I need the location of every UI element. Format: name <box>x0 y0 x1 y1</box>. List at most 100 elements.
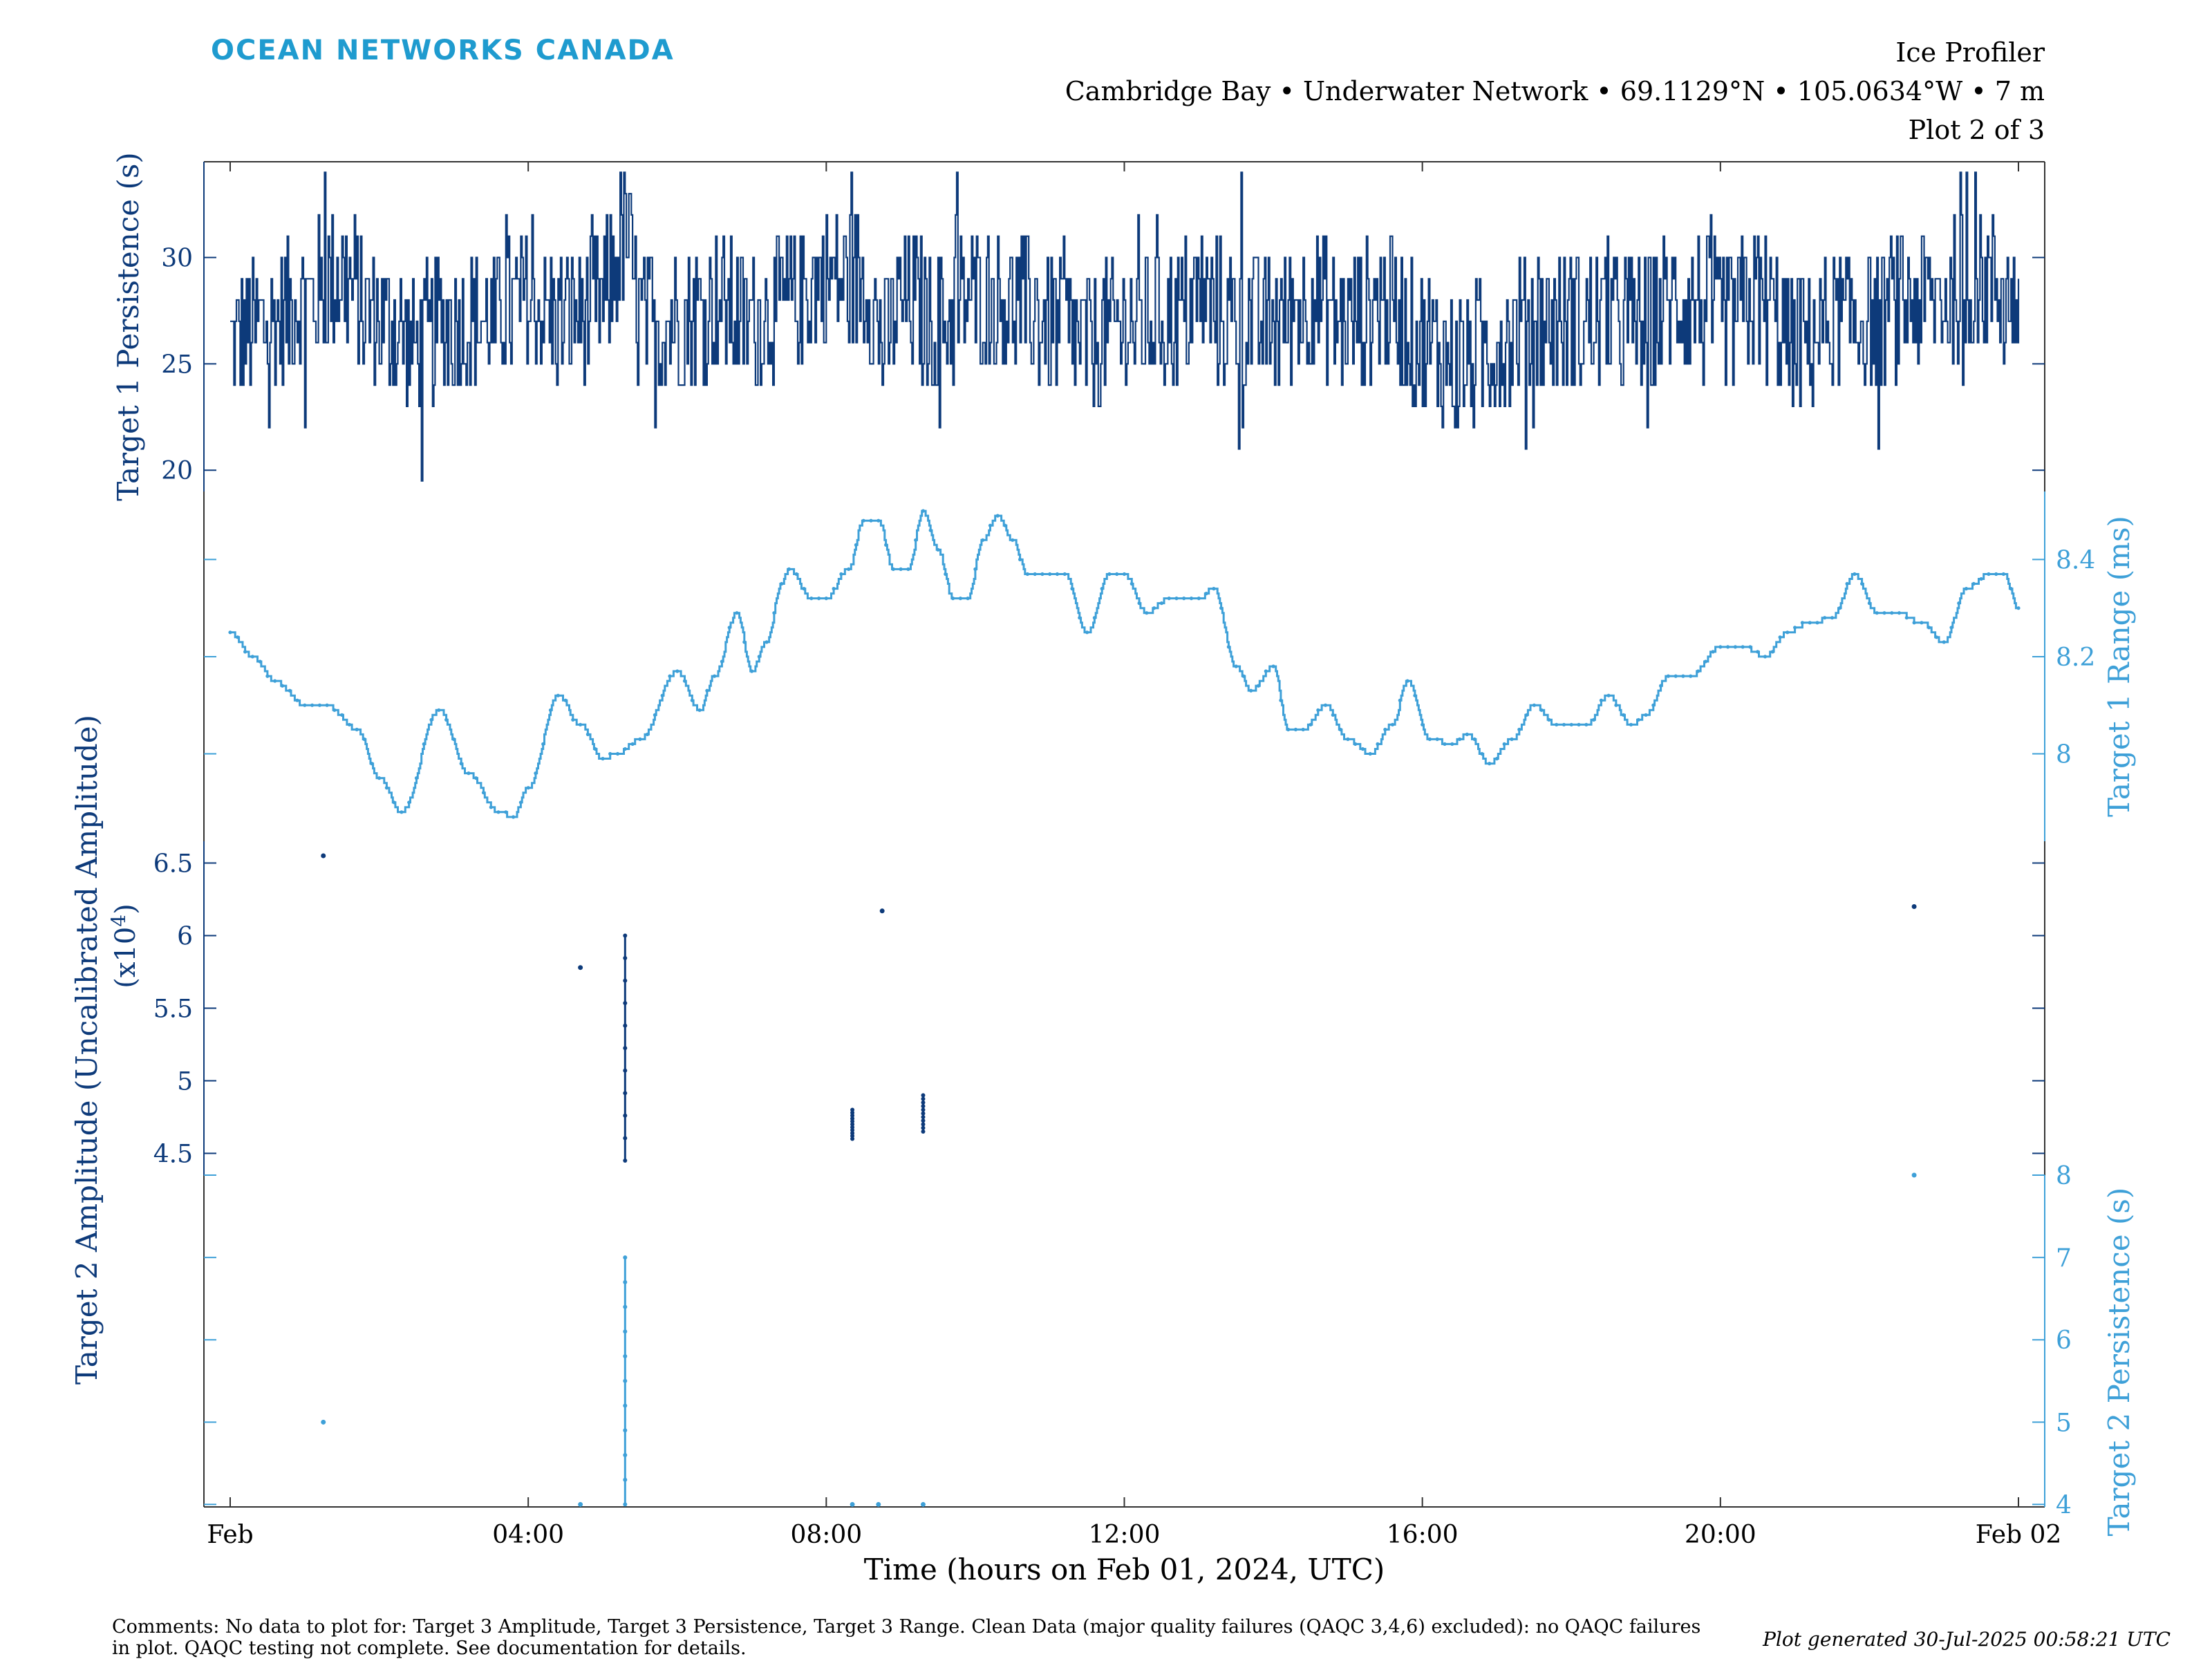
range-point-606 <box>981 538 985 542</box>
p4-ytick-label-1: 5 <box>2056 1409 2072 1437</box>
range-point-1392 <box>1957 601 1961 606</box>
range-point-354 <box>668 674 672 678</box>
amplitude-segment-0-point-9 <box>623 956 628 961</box>
p3-y-axis-scale: (x104) <box>107 903 142 988</box>
amplitude-point-1 <box>578 965 583 971</box>
amplitude-segment-2-point-5 <box>921 1111 926 1116</box>
persistence2-segment-0-point-9 <box>623 1280 628 1284</box>
p2-y-axis-label: Target 1 Range (ms) <box>2102 516 2136 817</box>
range-point-102 <box>355 727 359 731</box>
amplitude-segment-2-point-6 <box>921 1107 926 1112</box>
range-point-564 <box>928 528 932 532</box>
range-point-810 <box>1234 664 1238 668</box>
range-point-1266 <box>1800 621 1804 625</box>
range-point-312 <box>615 751 620 756</box>
range-point-1128 <box>1629 722 1633 727</box>
persistence2-point-1 <box>578 1501 583 1507</box>
range-point-150 <box>414 776 419 780</box>
range-point-750 <box>1159 601 1163 606</box>
range-point-132 <box>392 800 396 805</box>
range-point-162 <box>429 718 433 722</box>
range-point-906 <box>1353 742 1358 746</box>
range-point-444 <box>780 581 784 586</box>
range-point-1062 <box>1547 718 1551 722</box>
range-point-84 <box>332 708 337 712</box>
range-point-198 <box>474 776 478 780</box>
range-point-1344 <box>1897 611 1902 615</box>
range-point-936 <box>1390 722 1395 727</box>
range-point-690 <box>1085 630 1089 635</box>
range-point-762 <box>1174 597 1179 601</box>
range-point-72 <box>317 703 321 707</box>
amplitude-segment-2-point-1 <box>921 1125 926 1130</box>
range-point-192 <box>467 771 471 776</box>
range-point-798 <box>1219 606 1224 610</box>
amplitude-segment-0-point-10 <box>623 933 628 938</box>
p2-ytick-label-2: 8.2 <box>2056 644 2095 672</box>
range-point-426 <box>757 655 761 659</box>
range-point-462 <box>802 587 806 591</box>
range-point-978 <box>1443 742 1447 746</box>
range-point-858 <box>1293 727 1297 731</box>
amplitude-segment-1-point-7 <box>850 1116 855 1121</box>
range-point-1350 <box>1904 616 1909 620</box>
range-point-1110 <box>1606 693 1611 697</box>
range-point-948 <box>1405 679 1409 683</box>
amplitude-segment-2-point-2 <box>921 1122 926 1127</box>
persistence2-segment-0-point-2 <box>623 1452 628 1457</box>
range-point-390 <box>713 674 717 678</box>
amplitude-segment-1-point-10 <box>850 1107 855 1112</box>
persistence2-segment-0-point-6 <box>623 1354 628 1359</box>
range-point-864 <box>1301 727 1305 731</box>
range-point-210 <box>489 805 493 809</box>
range-point-1302 <box>1845 581 1849 586</box>
amplitude-point-0 <box>321 853 326 859</box>
range-point-480 <box>824 597 828 601</box>
amplitude-segment-1-point-3 <box>850 1127 855 1132</box>
range-point-774 <box>1189 597 1194 601</box>
range-point-534 <box>891 567 895 572</box>
ocean-networks-canada-logo: OCEAN NETWORKS CANADA <box>211 35 675 66</box>
range-point-708 <box>1107 572 1112 577</box>
range-point-738 <box>1145 611 1149 615</box>
amplitude-segment-2-point-8 <box>921 1100 926 1105</box>
range-point-222 <box>504 810 508 814</box>
persistence2-segment-0-point-0 <box>623 1502 628 1507</box>
range-point-252 <box>541 742 545 746</box>
range-point-942 <box>1398 698 1402 702</box>
range-point-138 <box>400 810 404 814</box>
range-point-966 <box>1427 737 1432 741</box>
range-point-1224 <box>1748 645 1752 649</box>
range-point-600 <box>973 567 977 572</box>
range-point-840 <box>1271 664 1275 668</box>
x-tick-label-1: 04:00 <box>492 1521 564 1549</box>
range-point-702 <box>1100 587 1104 591</box>
range-point-1152 <box>1659 684 1663 688</box>
range-point-612 <box>988 523 993 527</box>
range-point-834 <box>1264 669 1268 673</box>
range-point-954 <box>1413 693 1417 697</box>
range-point-180 <box>451 737 456 741</box>
range-point-678 <box>1070 587 1074 591</box>
range-point-1134 <box>1636 718 1640 722</box>
range-point-216 <box>496 810 500 814</box>
range-point-624 <box>1003 523 1007 527</box>
persistence2-segment-0-point-8 <box>623 1304 628 1309</box>
range-point-120 <box>377 776 382 780</box>
range-point-1218 <box>1741 645 1745 649</box>
p3-ytick-label-3: 6 <box>177 923 193 951</box>
range-point-1290 <box>1830 616 1835 620</box>
range-point-1116 <box>1614 703 1618 707</box>
range-point-318 <box>623 747 627 751</box>
range-point-330 <box>638 737 642 741</box>
range-point-816 <box>1241 674 1246 678</box>
p1-y-axis-label: Target 1 Persistence (s) <box>111 152 145 501</box>
range-point-396 <box>720 659 724 664</box>
range-point-570 <box>936 547 940 552</box>
range-point-672 <box>1062 572 1067 577</box>
range-point-1158 <box>1666 674 1670 678</box>
amplitude-segment-2-point-7 <box>921 1104 926 1109</box>
amplitude-segment-2-point-9 <box>921 1096 926 1101</box>
amplitude-segment-1-point-8 <box>850 1113 855 1118</box>
range-point-822 <box>1249 688 1253 693</box>
